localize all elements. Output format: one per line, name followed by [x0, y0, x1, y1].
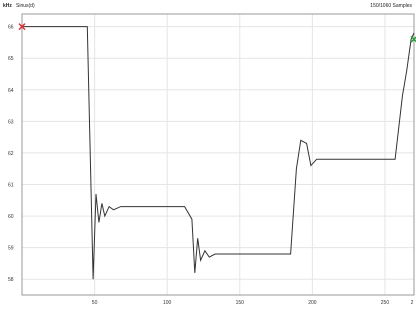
series-name-label: Sinus(d) [16, 3, 35, 9]
start-cursor-marker[interactable] [18, 23, 26, 31]
y-unit-label: kHz [3, 3, 12, 9]
x-tick-label: 250 [381, 300, 390, 306]
y-tick-label: 64 [8, 88, 14, 94]
x-axis-ticks: 50 100 150 200 250 2 [92, 300, 414, 306]
signal-line [22, 26, 415, 280]
x-tick-label: 50 [92, 300, 98, 306]
plot-area-frame [21, 13, 415, 296]
y-tick-label: 61 [8, 182, 14, 188]
chart-header: kHz Sinus(d) 150/1060 Samples [0, 0, 416, 14]
samples-count-label: 150/1060 Samples [370, 3, 412, 9]
cursor-markers [18, 23, 416, 43]
y-tick-label: 60 [8, 214, 14, 220]
y-tick-label: 65 [8, 56, 14, 62]
y-tick-label: 63 [8, 119, 14, 125]
y-tick-label: 58 [8, 277, 14, 283]
y-tick-label: 66 [8, 25, 14, 31]
x-tick-label: 200 [308, 300, 317, 306]
x-tick-label: 2 [411, 300, 414, 306]
y-tick-label: 59 [8, 246, 14, 252]
y-tick-label: 62 [8, 151, 14, 157]
end-cursor-marker[interactable] [410, 35, 416, 43]
x-tick-label: 150 [236, 300, 245, 306]
chart-grid [22, 14, 414, 295]
x-tick-label: 100 [163, 300, 172, 306]
y-axis-ticks: 58 59 60 61 62 63 64 65 66 [8, 25, 14, 284]
